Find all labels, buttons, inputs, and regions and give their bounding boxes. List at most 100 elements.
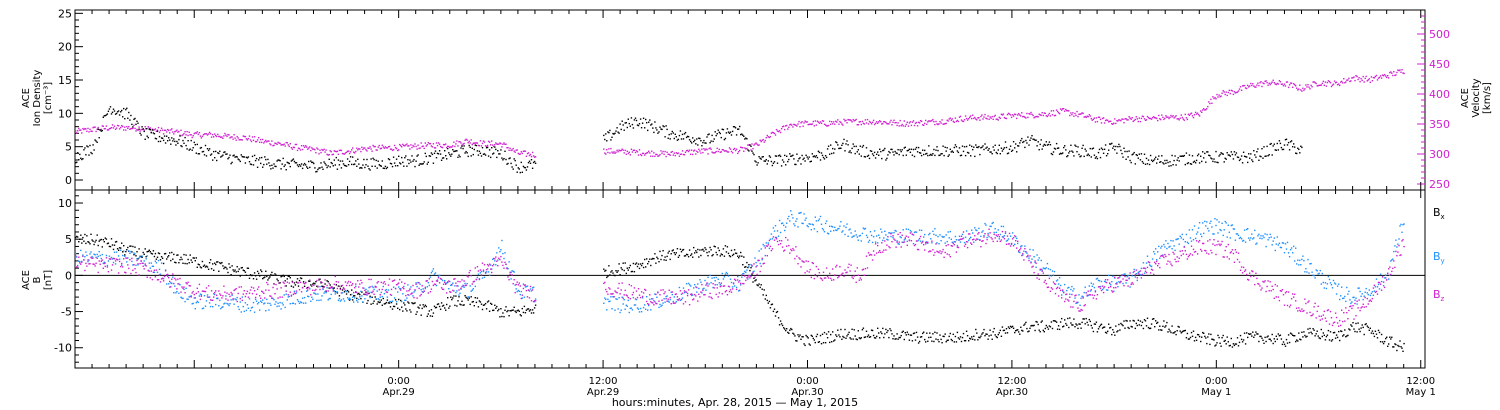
velocity-point — [1119, 119, 1121, 121]
velocity-point — [1380, 77, 1383, 79]
by-point — [78, 260, 80, 262]
by-point — [85, 251, 87, 253]
velocity-point — [617, 151, 619, 153]
velocity-point — [336, 150, 339, 153]
by-point — [89, 253, 91, 255]
bx-point — [372, 302, 374, 305]
velocity-point — [943, 123, 945, 125]
bx-point — [249, 274, 252, 276]
bx-point — [338, 295, 341, 297]
by-point — [639, 307, 642, 310]
bx-point — [90, 233, 92, 235]
density-point — [649, 119, 651, 121]
bx-point — [313, 282, 315, 284]
density-point — [429, 155, 432, 157]
by-point — [997, 229, 999, 231]
bx-point — [303, 285, 306, 287]
bz-point — [80, 263, 82, 265]
velocity-point — [505, 143, 507, 145]
by-point — [1101, 288, 1104, 291]
bx-point — [1279, 334, 1282, 336]
bz-point — [113, 258, 116, 260]
by-point — [391, 300, 394, 302]
velocity-point — [107, 129, 110, 131]
by-point — [1365, 287, 1367, 290]
velocity-point — [1286, 81, 1289, 83]
density-point — [628, 122, 630, 125]
density-point — [459, 156, 461, 158]
velocity-point — [507, 147, 509, 149]
velocity-point — [230, 136, 232, 138]
density-point — [610, 139, 612, 141]
velocity-point — [357, 149, 359, 151]
bx-point — [726, 246, 729, 248]
density-point — [1132, 153, 1134, 155]
velocity-point — [1158, 114, 1160, 117]
bx-point — [81, 242, 83, 244]
velocity-point — [716, 147, 718, 149]
by-point — [397, 291, 399, 293]
density-point — [802, 158, 804, 161]
by-point — [712, 286, 714, 289]
density-point — [423, 161, 425, 163]
velocity-point — [926, 123, 928, 125]
velocity-point — [1375, 74, 1378, 77]
bx-point — [127, 246, 129, 249]
bx-point — [679, 248, 682, 250]
by-point — [248, 298, 251, 300]
velocity-point — [153, 129, 156, 131]
density-point — [372, 157, 374, 159]
density-point — [873, 151, 876, 154]
velocity-point — [854, 119, 856, 121]
density-point — [380, 165, 382, 167]
density-point — [1140, 153, 1143, 155]
velocity-point — [1284, 85, 1287, 87]
by-point — [684, 291, 687, 293]
density-point — [1249, 157, 1251, 159]
bx-point — [822, 342, 825, 344]
bx-point — [413, 302, 415, 305]
velocity-point — [379, 148, 381, 150]
bx-point — [1234, 343, 1237, 345]
by-point — [1159, 257, 1161, 259]
by-point — [110, 256, 113, 259]
density-point — [857, 149, 859, 151]
by-point — [865, 234, 868, 237]
by-point — [186, 298, 188, 300]
velocity-point — [814, 120, 816, 122]
by-point — [645, 308, 647, 310]
y-tick-label: 10 — [58, 197, 72, 210]
bx-point — [1018, 331, 1020, 333]
bz-point — [77, 266, 79, 268]
bx-point — [1231, 346, 1234, 348]
velocity-point — [1189, 113, 1192, 115]
bx-point — [762, 294, 764, 296]
density-point — [852, 143, 854, 145]
velocity-point — [495, 142, 497, 144]
density-point — [726, 128, 729, 130]
by-point — [1330, 284, 1333, 286]
bx-point — [322, 285, 324, 288]
bx-point — [97, 244, 99, 247]
by-point — [1403, 223, 1405, 225]
by-point — [1131, 275, 1133, 277]
density-point — [731, 130, 734, 133]
bx-point — [1045, 324, 1047, 327]
bx-point — [998, 332, 1000, 334]
by-point — [1047, 268, 1050, 270]
velocity-point — [86, 130, 88, 132]
velocity-point — [335, 150, 337, 153]
bx-point — [752, 281, 754, 283]
bx-point — [1012, 327, 1015, 329]
density-point — [1028, 144, 1030, 146]
velocity-point — [1073, 115, 1075, 117]
by-point — [262, 299, 264, 301]
bx-point — [1196, 333, 1199, 336]
bx-point — [669, 258, 671, 261]
by-point — [464, 282, 466, 285]
bx-point — [404, 304, 406, 306]
velocity-point — [166, 131, 168, 133]
bx-point — [918, 340, 921, 343]
by-point — [1161, 245, 1163, 247]
bx-point — [308, 280, 310, 282]
